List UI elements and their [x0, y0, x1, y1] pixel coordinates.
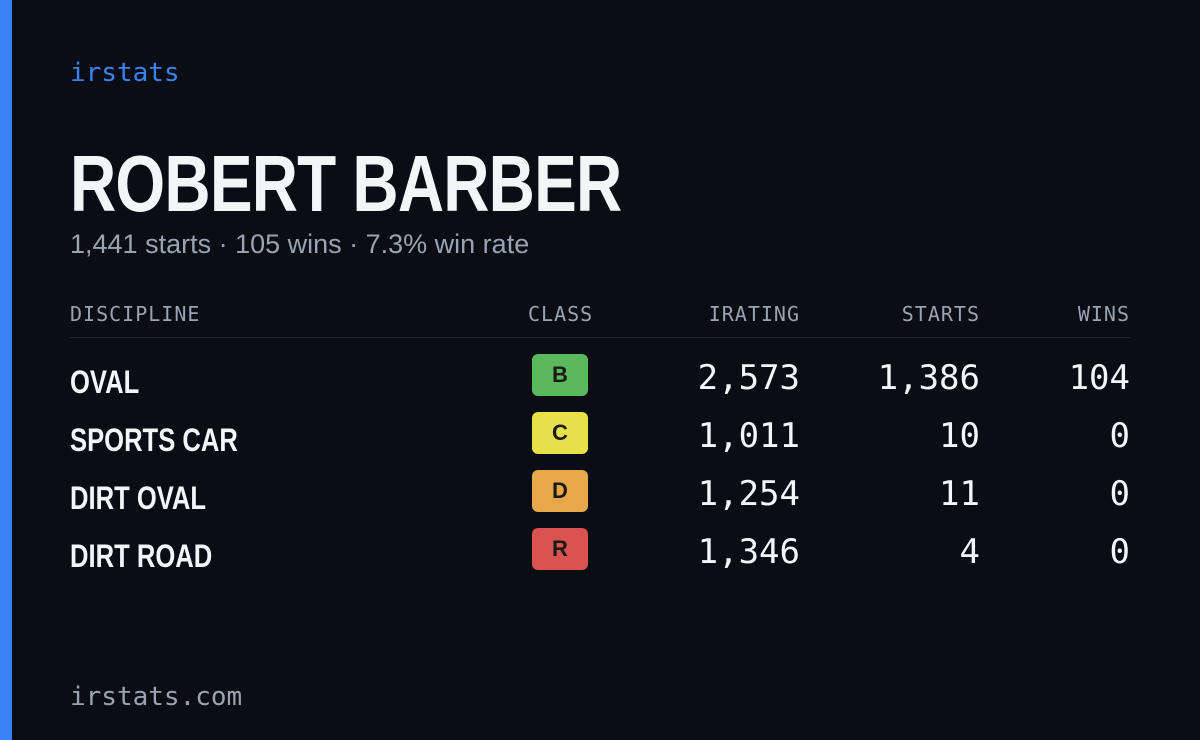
discipline: DIRT OVAL: [70, 480, 207, 516]
header-wins: WINS: [1077, 302, 1130, 326]
wins: 0: [1109, 474, 1130, 514]
header-rule: [70, 337, 1130, 338]
header-starts: STARTS: [901, 302, 980, 326]
starts: 11: [939, 474, 980, 514]
accent-bar: [0, 0, 12, 740]
irating: 1,254: [697, 474, 800, 514]
header-discipline: DISCIPLINE: [70, 302, 201, 326]
footer: irstats.com: [70, 682, 243, 712]
discipline: DIRT ROAD: [70, 538, 213, 574]
class-badge: R: [532, 528, 588, 570]
class-badge: B: [532, 354, 588, 396]
header-class: CLASS: [528, 302, 594, 326]
class-badge: C: [532, 412, 588, 454]
starts: 1,386: [877, 358, 980, 398]
wins: 0: [1109, 532, 1130, 572]
wins: 104: [1068, 358, 1130, 398]
irating: 1,346: [697, 532, 800, 572]
brand: irstats: [70, 58, 180, 88]
class-badge: D: [532, 470, 588, 512]
header-irating: IRATING: [708, 302, 800, 326]
starts: 10: [939, 416, 980, 456]
irating: 2,573: [697, 358, 800, 398]
wins: 0: [1109, 416, 1130, 456]
driver-summary: 1,441 starts · 105 wins · 7.3% win rate: [70, 229, 530, 259]
discipline: SPORTS CAR: [70, 422, 238, 458]
starts: 4: [959, 532, 980, 572]
discipline: OVAL: [70, 364, 140, 400]
irating: 1,011: [697, 416, 800, 456]
driver-name: ROBERT BARBER: [70, 139, 622, 228]
